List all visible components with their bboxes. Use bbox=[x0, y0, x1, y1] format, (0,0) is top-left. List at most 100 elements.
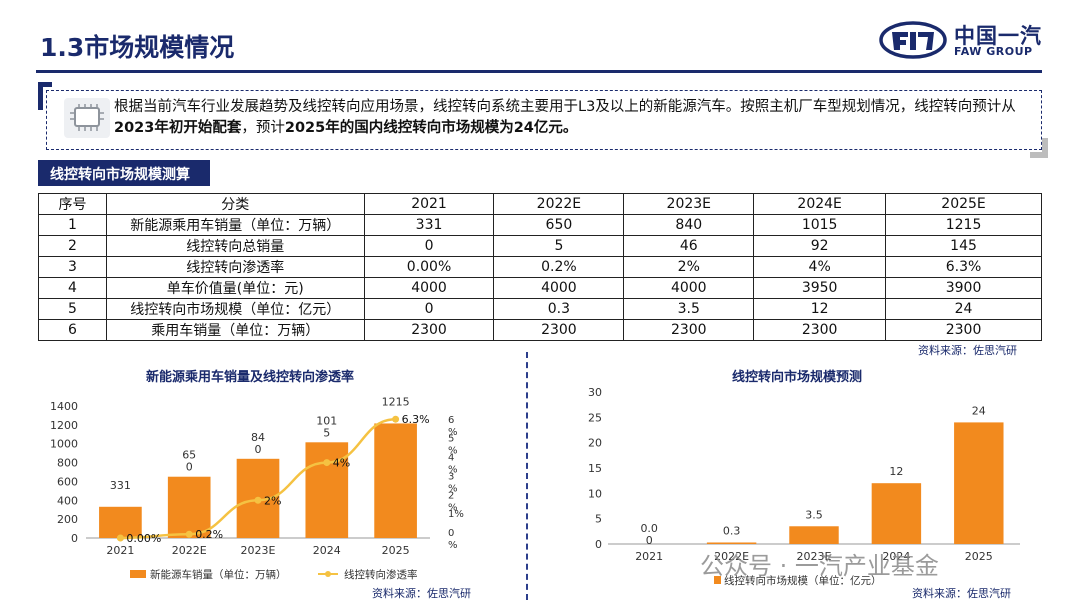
y-tick-label: 15 bbox=[588, 462, 602, 475]
table-header-cell: 2024E bbox=[753, 193, 887, 215]
table-header-cell: 2022E bbox=[493, 193, 625, 215]
table-cell: 145 bbox=[885, 235, 1042, 257]
bar bbox=[789, 526, 839, 544]
chart-divider bbox=[526, 352, 528, 600]
table-header-row: 序号 分类 2021 2022E 2023E 2024E 2025E bbox=[38, 193, 1042, 215]
bar bbox=[374, 423, 417, 538]
bar-value-label: 65 0 bbox=[182, 449, 196, 474]
table-cell: 2% bbox=[623, 256, 755, 278]
table-cell: 12 bbox=[753, 298, 887, 320]
line-point bbox=[323, 459, 331, 467]
line-value-label: 4% bbox=[333, 457, 350, 470]
y-tick-label: 0 bbox=[595, 538, 602, 551]
bar-value-label: 101 5 bbox=[316, 414, 337, 439]
bar-value-label: 1215 bbox=[382, 395, 410, 408]
table-row: 4 单车价值量(单位：元) 4000 4000 4000 3950 3900 bbox=[38, 277, 1042, 299]
table-cell: 2300 bbox=[753, 319, 887, 341]
table-cell: 3 bbox=[38, 256, 107, 278]
legend-bar-swatch bbox=[130, 570, 146, 578]
page-title: 1.3市场规模情况 bbox=[40, 33, 235, 62]
legend-line-label: 线控转向渗透率 bbox=[344, 568, 418, 581]
x-tick-label: 2025 bbox=[965, 550, 993, 563]
table-cell: 新能源乘用车销量（单位：万辆） bbox=[105, 214, 365, 236]
legend-bar-label: 线控转向市场规模（单位：亿元） bbox=[724, 574, 882, 587]
table-row: 1 新能源乘用车销量（单位：万辆） 331 650 840 1015 1215 bbox=[38, 214, 1042, 236]
bar-value-label: 0.3 bbox=[723, 524, 741, 537]
bar bbox=[99, 506, 142, 538]
y2-tick-label: 3% bbox=[448, 471, 458, 494]
table-source-note: 资料来源：佐思汽研 bbox=[918, 344, 1017, 357]
table-header-cell: 2023E bbox=[623, 193, 755, 215]
logo-english-text: FAW GROUP bbox=[954, 45, 1033, 58]
y-tick-label: 30 bbox=[588, 386, 602, 399]
bar-value-label: 3.5 bbox=[805, 508, 823, 521]
market-size-table: 序号 分类 2021 2022E 2023E 2024E 2025E 1 新能源乘… bbox=[38, 193, 1042, 341]
table-row: 6 乘用车销量（单位：万辆） 2300 2300 2300 2300 2300 bbox=[38, 319, 1042, 341]
table-cell: 0.00% bbox=[363, 256, 495, 278]
x-tick-label: 2024 bbox=[882, 550, 910, 563]
table-cell: 92 bbox=[753, 235, 887, 257]
bar-value-label: 24 bbox=[972, 404, 986, 417]
table-cell: 乘用车销量（单位：万辆） bbox=[105, 319, 365, 341]
table-cell: 3950 bbox=[753, 277, 887, 299]
x-tick-label: 2022E bbox=[714, 550, 749, 563]
summary-text: 根据当前汽车行业发展趋势及线控转向应用场景，线控转向系统主要用于L3及以上的新能… bbox=[114, 99, 1016, 136]
title-rule bbox=[36, 70, 1042, 73]
table-cell: 840 bbox=[623, 214, 755, 236]
x-tick-label: 2023E bbox=[797, 550, 832, 563]
y2-tick-label: 0% bbox=[448, 528, 458, 551]
line-point bbox=[185, 530, 193, 538]
table-row: 3 线控转向渗透率 0.00% 0.2% 2% 4% 6.3% bbox=[38, 256, 1042, 278]
table-cell: 46 bbox=[623, 235, 755, 257]
table-cell: 4000 bbox=[363, 277, 495, 299]
x-tick-label: 2023E bbox=[241, 544, 276, 557]
line-point bbox=[392, 415, 400, 423]
x-tick-label: 2021 bbox=[635, 550, 663, 563]
table-cell: 0 bbox=[363, 298, 495, 320]
x-tick-label: 2025 bbox=[382, 544, 410, 557]
x-tick-label: 2021 bbox=[106, 544, 134, 557]
y-tick-label: 800 bbox=[57, 457, 78, 470]
section-label: 线控转向市场规模测算 bbox=[38, 160, 210, 186]
callout-corner-shadow bbox=[1030, 138, 1048, 158]
summary-callout bbox=[46, 90, 1042, 150]
table-row: 2 线控转向总销量 0 5 46 92 145 bbox=[38, 235, 1042, 257]
line-value-label: 6.3% bbox=[402, 413, 430, 426]
table-cell: 4 bbox=[38, 277, 107, 299]
table-cell: 331 bbox=[363, 214, 495, 236]
bar bbox=[706, 542, 757, 544]
right-chart-title: 线控转向市场规模预测 bbox=[732, 370, 863, 385]
bar-value-label: 0.0 0 bbox=[640, 522, 658, 547]
legend-line-marker bbox=[325, 571, 331, 577]
left-chart-source: 资料来源：佐思汽研 bbox=[372, 587, 471, 600]
table-cell: 0.2% bbox=[493, 256, 625, 278]
y2-tick-label: 5% bbox=[448, 434, 458, 457]
bar-value-label: 12 bbox=[889, 465, 903, 478]
table-cell: 2300 bbox=[493, 319, 625, 341]
table-cell: 线控转向总销量 bbox=[105, 235, 365, 257]
chip-icon bbox=[64, 98, 110, 138]
table-cell: 5 bbox=[493, 235, 625, 257]
faw-emblem-icon bbox=[879, 21, 947, 59]
faw-logo: 中国一汽 FAW GROUP bbox=[878, 20, 1043, 62]
line-point bbox=[254, 496, 262, 504]
y-tick-label: 400 bbox=[57, 494, 78, 507]
table-cell: 5 bbox=[38, 298, 107, 320]
table-cell: 1215 bbox=[885, 214, 1042, 236]
bar bbox=[167, 476, 211, 538]
table-row: 5 线控转向市场规模（单位：亿元） 0 0.3 3.5 12 24 bbox=[38, 298, 1042, 320]
x-tick-label: 2024 bbox=[313, 544, 341, 557]
table-cell: 6 bbox=[38, 319, 107, 341]
right-chart-source: 资料来源：佐思汽研 bbox=[912, 587, 1011, 600]
table-cell: 650 bbox=[493, 214, 625, 236]
table-cell: 4% bbox=[753, 256, 887, 278]
table-cell: 单车价值量(单位：元) bbox=[105, 277, 365, 299]
table-cell: 2300 bbox=[363, 319, 495, 341]
table-cell: 1015 bbox=[753, 214, 887, 236]
wechat-watermark: 公众号 · 一汽产业基金 bbox=[700, 552, 939, 580]
table-cell: 2300 bbox=[623, 319, 755, 341]
table-header-cell: 分类 bbox=[105, 193, 365, 215]
x-tick-label: 2022E bbox=[172, 544, 207, 557]
table-cell: 4000 bbox=[623, 277, 755, 299]
